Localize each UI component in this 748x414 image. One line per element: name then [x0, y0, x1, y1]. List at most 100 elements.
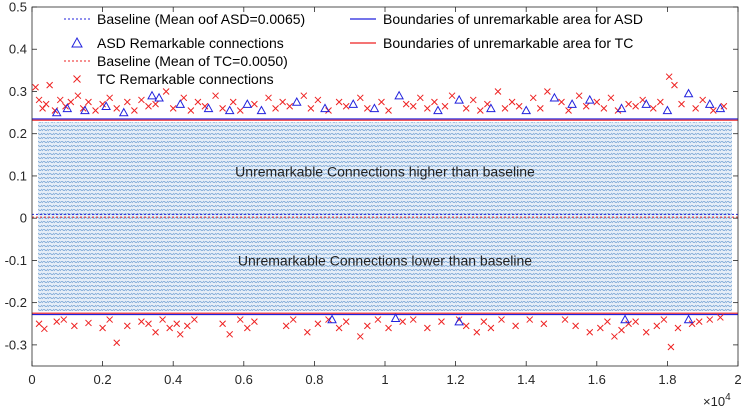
legend-item-5: Boundaries of unremarkable area for ASD [350, 11, 643, 27]
tc-point [604, 318, 611, 326]
asd-point [51, 107, 62, 117]
tc-point [212, 92, 219, 100]
tc-point [716, 314, 724, 321]
tc-point [674, 324, 682, 332]
asd-point [715, 103, 726, 113]
tc-point [123, 322, 131, 330]
tc-point [720, 102, 728, 110]
tc-point [586, 328, 594, 336]
tc-point [656, 98, 664, 106]
tc-point [71, 322, 78, 330]
asd-point [203, 103, 214, 113]
asd-point [118, 107, 129, 117]
tc-point [618, 326, 625, 334]
tc-point [162, 88, 170, 95]
tc-point [342, 102, 350, 110]
legend-label: Boundaries of unremarkable area for TC [383, 35, 633, 51]
asd-point [80, 105, 90, 115]
tc-point [575, 92, 583, 100]
tc-point [480, 318, 488, 326]
asd-point [521, 105, 532, 115]
tc-point [536, 105, 544, 112]
tc-point [138, 318, 145, 326]
tc-point [251, 100, 258, 108]
asd-point [683, 314, 694, 324]
y-tick-label: 0.5 [9, 0, 27, 15]
legend-item-2: ASD Remarkable connections [71, 35, 284, 51]
tc-point [409, 316, 417, 323]
asd-point [291, 96, 302, 106]
tc-point [695, 318, 703, 326]
tc-point [145, 320, 152, 328]
tc-point [402, 100, 410, 108]
tc-point [169, 105, 177, 112]
tc-point [512, 322, 519, 330]
tc-point [424, 324, 431, 332]
tc-point [251, 318, 258, 326]
tc-point [501, 105, 509, 112]
tc-point [286, 102, 294, 110]
tc-point [558, 98, 565, 106]
tc-point [699, 96, 707, 104]
tc-point [526, 316, 534, 323]
tc-point [46, 81, 54, 89]
x-multiplier: ×104 [703, 392, 731, 409]
legend-swatch [73, 75, 81, 83]
legend-label: Baseline (Mean oof ASD=0.0065) [97, 11, 305, 27]
tc-point [565, 107, 572, 114]
x-tick-label: 0.8 [305, 372, 323, 387]
tc-point [515, 102, 523, 110]
tc-point [123, 98, 131, 106]
tc-point [688, 320, 696, 328]
tc-point [431, 98, 438, 106]
asd-point [662, 105, 673, 115]
tc-point [649, 105, 657, 112]
legend-label: ASD Remarkable connections [97, 35, 284, 51]
asd-point [567, 99, 577, 108]
tc-point [219, 105, 226, 112]
tc-point [593, 98, 601, 106]
tc-point [692, 105, 699, 112]
asd-point [704, 99, 715, 108]
tc-point [56, 96, 64, 104]
y-tick-label: 0.1 [9, 168, 27, 183]
tc-point [191, 316, 198, 323]
tc-point [494, 88, 502, 95]
x-tick-label: 1 [381, 372, 388, 387]
tc-point [187, 107, 195, 114]
tc-point [544, 88, 551, 95]
x-tick-label: 2 [734, 372, 741, 387]
x-tick-label: 1.8 [658, 372, 676, 387]
x-tick-label: 0.2 [94, 372, 112, 387]
tc-point [85, 319, 92, 327]
tc-point [219, 320, 226, 328]
tc-point [335, 98, 343, 106]
tc-point [625, 100, 632, 108]
tc-point [152, 328, 159, 336]
tc-point [201, 102, 209, 110]
tc-point [441, 102, 449, 110]
tc-point [99, 324, 106, 332]
tc-point [416, 94, 424, 102]
asd-point [369, 103, 380, 113]
area-annotation-2: Unremarkable Connections lower than base… [238, 252, 532, 268]
tc-point [41, 325, 48, 333]
tc-point [363, 105, 371, 112]
plot-frame [31, 6, 739, 367]
legend-item-6: Boundaries of unremarkable area for TC [350, 35, 633, 51]
x-tick-label: 0.6 [235, 372, 253, 387]
asd-point [454, 94, 464, 104]
tc-point [632, 318, 639, 326]
y-tick-label: 0.4 [9, 42, 27, 57]
tc-point [438, 318, 445, 326]
legend-label: Boundaries of unremarkable area for ASD [383, 11, 643, 27]
tc-point [596, 324, 604, 332]
tc-point [180, 94, 188, 102]
asd-point [224, 105, 235, 115]
tc-point [106, 94, 114, 102]
tc-point [632, 102, 639, 110]
tc-point [229, 98, 237, 106]
tc-point [508, 98, 516, 106]
asd-point [433, 105, 443, 115]
tc-point [166, 324, 174, 332]
